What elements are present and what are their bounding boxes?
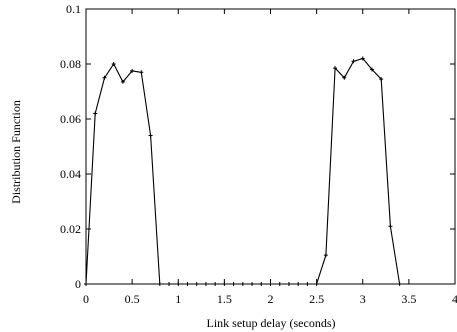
plot-frame xyxy=(85,8,456,285)
data-point xyxy=(102,75,107,80)
y-tick-label: 0.06 xyxy=(60,112,81,126)
data-point xyxy=(286,282,291,286)
y-tick-label: 0.1 xyxy=(66,2,81,16)
data-point xyxy=(139,70,144,75)
data-point xyxy=(231,282,236,286)
data-point xyxy=(360,56,365,61)
data-point xyxy=(397,282,402,286)
data-point xyxy=(111,62,116,66)
series-layer xyxy=(84,56,402,286)
data-point xyxy=(333,66,338,71)
data-point xyxy=(323,253,328,258)
series-line xyxy=(85,57,401,285)
x-tick-label: 4 xyxy=(452,292,457,306)
data-point xyxy=(203,282,208,286)
plot-frame-border xyxy=(85,8,456,285)
x-tick-label: 1 xyxy=(175,292,181,306)
data-point xyxy=(305,282,310,286)
y-tick-label: 0.04 xyxy=(60,167,81,181)
x-tick-labels: 0 0.5 1 1.5 2 2.5 3 3.5 4 xyxy=(83,292,457,306)
x-tick-label: 2 xyxy=(268,292,274,306)
data-point xyxy=(240,282,245,286)
x-tick-label: 3 xyxy=(360,292,366,306)
x-axis-label: Link setup delay (seconds) xyxy=(207,316,336,330)
data-point xyxy=(84,282,88,286)
axis-ticks xyxy=(85,8,456,285)
data-point xyxy=(268,282,273,286)
x-tick-label: 1.5 xyxy=(217,292,232,306)
data-point xyxy=(222,282,227,286)
data-point xyxy=(130,68,135,73)
data-point xyxy=(369,67,374,72)
data-point xyxy=(157,282,162,286)
data-point xyxy=(342,75,347,80)
data-point xyxy=(250,282,255,286)
data-point xyxy=(167,282,172,286)
data-point xyxy=(213,282,218,286)
x-tick-label: 3.5 xyxy=(401,292,416,306)
y-tick-label: 0 xyxy=(75,277,81,291)
data-point xyxy=(148,133,153,138)
x-tick-label: 0.5 xyxy=(125,292,140,306)
data-point xyxy=(351,59,356,64)
x-tick-label: 0 xyxy=(83,292,89,306)
data-point xyxy=(314,282,319,286)
x-tick-label: 2.5 xyxy=(309,292,324,306)
data-point xyxy=(185,282,190,286)
data-point xyxy=(296,282,301,286)
y-tick-label: 0.02 xyxy=(60,222,81,236)
data-point xyxy=(277,282,282,286)
data-point xyxy=(259,282,264,286)
y-axis-label: Distribution Function xyxy=(9,100,23,204)
data-point xyxy=(93,111,98,116)
data-point xyxy=(388,224,393,229)
data-point xyxy=(194,282,199,286)
y-tick-label: 0.08 xyxy=(60,57,81,71)
y-tick-labels: 0 0.02 0.04 0.06 0.08 0.1 xyxy=(60,2,81,291)
data-point xyxy=(176,282,181,286)
data-point xyxy=(379,77,384,82)
data-point xyxy=(120,79,125,84)
